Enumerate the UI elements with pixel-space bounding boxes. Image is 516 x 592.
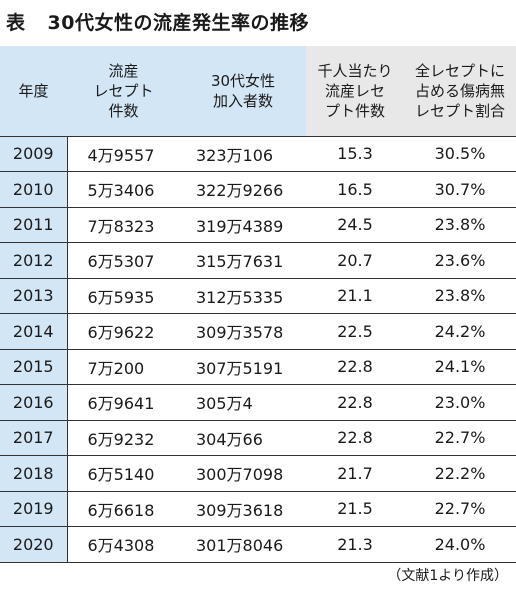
table-header: 年度 流産 レセプト 件数 30代女性 加入者数 千人当たり 流産レセ プト件数 全レセプ… <box>0 46 516 137</box>
cell-year: 2019 <box>0 491 68 527</box>
cell-per-thousand: 21.5 <box>306 491 404 527</box>
table-row: 2011 7万8323 319万4389 24.5 23.8% <box>0 207 516 243</box>
table-row: 2015 7万200 307万5191 22.8 24.1% <box>0 349 516 385</box>
cell-per-thousand: 21.3 <box>306 526 404 563</box>
cell-year: 2020 <box>0 526 68 563</box>
cell-year: 2018 <box>0 455 68 492</box>
header-line: 千人当たり <box>317 61 393 80</box>
table-row: 2017 6万9232 304万66 22.8 22.7% <box>0 420 516 456</box>
cell-claims: 6万9622 <box>67 313 180 350</box>
cell-members: 300万7098 <box>180 455 306 492</box>
cell-members: 305万4 <box>180 384 306 421</box>
cell-year: 2010 <box>0 171 68 208</box>
cell-ratio: 22.7% <box>404 420 516 456</box>
data-table: 年度 流産 レセプト 件数 30代女性 加入者数 千人当たり 流産レセ プト件数 全レセプ… <box>0 46 516 563</box>
cell-ratio: 22.2% <box>404 455 516 492</box>
cell-year: 2017 <box>0 420 68 456</box>
cell-claims: 6万5307 <box>67 242 180 279</box>
cell-claims: 6万4308 <box>67 526 180 563</box>
cell-per-thousand: 24.5 <box>306 207 404 243</box>
cell-per-thousand: 22.8 <box>306 420 404 456</box>
cell-claims: 6万5140 <box>67 455 180 492</box>
header-line: 年度 <box>18 81 49 100</box>
cell-ratio: 22.7% <box>404 491 516 527</box>
header-claims: 流産 レセプト 件数 <box>67 46 180 137</box>
table-row: 2018 6万5140 300万7098 21.7 22.2% <box>0 455 516 492</box>
cell-ratio: 23.0% <box>404 384 516 421</box>
header-line: 占める傷病無 <box>414 81 505 100</box>
header-row: 年度 流産 レセプト 件数 30代女性 加入者数 千人当たり 流産レセ プト件数 全レセプ… <box>0 46 516 137</box>
cell-per-thousand: 15.3 <box>306 136 404 172</box>
cell-per-thousand: 22.8 <box>306 349 404 385</box>
header-line: 全レセプトに <box>414 61 505 80</box>
header-line: レセプト <box>93 81 154 100</box>
cell-year: 2011 <box>0 207 68 243</box>
cell-per-thousand: 21.1 <box>306 278 404 314</box>
cell-claims: 5万3406 <box>67 171 180 208</box>
header-line: レセプト割合 <box>414 101 505 120</box>
title-prefix: 表 <box>6 12 26 34</box>
cell-ratio: 30.7% <box>404 171 516 208</box>
cell-claims: 4万9557 <box>67 136 180 172</box>
table-row: 2019 6万6618 309万3618 21.5 22.7% <box>0 491 516 527</box>
cell-ratio: 24.2% <box>404 313 516 350</box>
cell-ratio: 23.8% <box>404 278 516 314</box>
cell-per-thousand: 22.5 <box>306 313 404 350</box>
table-body: 2009 4万9557 323万106 15.3 30.5% 2010 5万3406 322万… <box>0 136 516 563</box>
table-row: 2014 6万9622 309万3578 22.5 24.2% <box>0 313 516 350</box>
cell-claims: 6万9641 <box>67 384 180 421</box>
cell-members: 304万66 <box>180 420 306 456</box>
cell-year: 2015 <box>0 349 68 385</box>
cell-per-thousand: 16.5 <box>306 171 404 208</box>
table-row: 2016 6万9641 305万4 22.8 23.0% <box>0 384 516 421</box>
header-line: 加入者数 <box>212 91 273 110</box>
cell-ratio: 24.1% <box>404 349 516 385</box>
cell-year: 2016 <box>0 384 68 421</box>
cell-members: 307万5191 <box>180 349 306 385</box>
table-row: 2010 5万3406 322万9266 16.5 30.7% <box>0 171 516 208</box>
cell-ratio: 23.6% <box>404 242 516 279</box>
cell-members: 322万9266 <box>180 171 306 208</box>
cell-claims: 7万200 <box>67 349 180 385</box>
cell-claims: 6万5935 <box>67 278 180 314</box>
header-line: 流産 <box>108 61 139 80</box>
cell-members: 323万106 <box>180 136 306 172</box>
table-title: 表 30代女性の流産発生率の推移 <box>6 8 309 35</box>
header-line: 流産レセ <box>324 81 385 100</box>
cell-ratio: 24.0% <box>404 526 516 563</box>
table-row: 2013 6万5935 312万5335 21.1 23.8% <box>0 278 516 314</box>
cell-year: 2014 <box>0 313 68 350</box>
header-year: 年度 <box>0 46 67 137</box>
table-row: 2020 6万4308 301万8046 21.3 24.0% <box>0 526 516 563</box>
cell-per-thousand: 20.7 <box>306 242 404 279</box>
cell-members: 319万4389 <box>180 207 306 243</box>
cell-claims: 7万8323 <box>67 207 180 243</box>
table-row: 2009 4万9557 323万106 15.3 30.5% <box>0 136 516 172</box>
cell-members: 309万3618 <box>180 491 306 527</box>
table-row: 2012 6万5307 315万7631 20.7 23.6% <box>0 242 516 279</box>
cell-members: 301万8046 <box>180 526 306 563</box>
cell-ratio: 23.8% <box>404 207 516 243</box>
header-line: プト件数 <box>324 101 385 120</box>
cell-claims: 6万6618 <box>67 491 180 527</box>
header-line: 件数 <box>108 101 139 120</box>
cell-year: 2013 <box>0 278 68 314</box>
header-members: 30代女性 加入者数 <box>180 46 306 137</box>
cell-year: 2009 <box>0 136 68 172</box>
header-per-thousand: 千人当たり 流産レセ プト件数 <box>306 46 404 137</box>
cell-members: 309万3578 <box>180 313 306 350</box>
header-ratio: 全レセプトに 占める傷病無 レセプト割合 <box>404 46 516 137</box>
cell-claims: 6万9232 <box>67 420 180 456</box>
cell-per-thousand: 22.8 <box>306 384 404 421</box>
source-note: （文献1より作成） <box>387 568 508 584</box>
cell-ratio: 30.5% <box>404 136 516 172</box>
cell-per-thousand: 21.7 <box>306 455 404 492</box>
cell-members: 312万5335 <box>180 278 306 314</box>
cell-members: 315万7631 <box>180 242 306 279</box>
title-text: 30代女性の流産発生率の推移 <box>47 12 309 34</box>
cell-year: 2012 <box>0 242 68 279</box>
header-line: 30代女性 <box>210 71 276 90</box>
